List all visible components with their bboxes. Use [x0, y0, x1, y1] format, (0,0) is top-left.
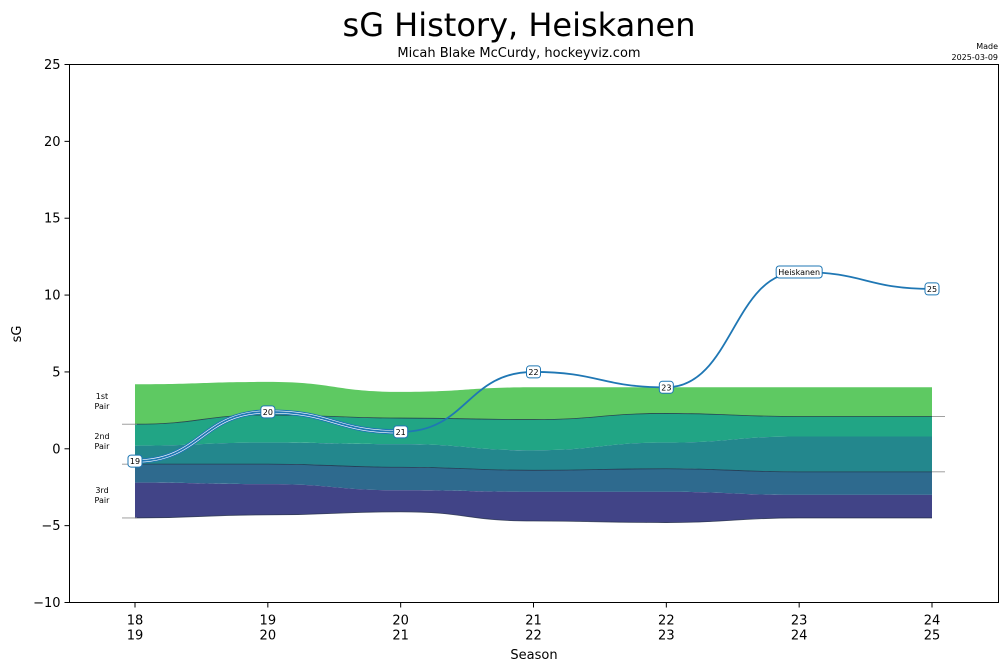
band-pair3	[135, 482, 932, 523]
x-tick-label: 24	[924, 614, 941, 629]
data-point-label: 22	[526, 365, 541, 379]
data-point-label: 20	[260, 405, 276, 419]
chart-subtitle: Micah Blake McCurdy, hockeyviz.com	[397, 46, 640, 61]
x-tick-label: 24	[791, 629, 808, 644]
pair-label: Pair	[95, 402, 111, 411]
data-point-text: 25	[927, 285, 937, 294]
data-point-text: 19	[130, 457, 140, 466]
x-tick-label: 18	[127, 614, 144, 629]
x-tick-label: 21	[392, 629, 409, 644]
x-axis-label: Season	[510, 648, 557, 663]
x-tick-label: 19	[260, 614, 277, 629]
pair-divider-line	[135, 463, 932, 473]
data-point-text: 23	[661, 383, 671, 392]
data-point-marker	[127, 454, 143, 468]
made-label: Made	[976, 42, 998, 51]
data-point-label: 21	[393, 425, 409, 439]
band-pair2-upper	[135, 436, 932, 472]
data-point-marker	[775, 265, 823, 279]
y-tick-label: 15	[44, 212, 61, 227]
data-point-marker	[924, 282, 940, 296]
pair-label: 3rd	[95, 486, 108, 495]
y-tick-label: −10	[33, 596, 60, 611]
x-tick-label: 21	[525, 614, 542, 629]
pair-label: Pair	[95, 442, 111, 451]
x-tick-label: 23	[658, 629, 675, 644]
x-tick-label: 22	[658, 614, 675, 629]
data-point-marker	[658, 380, 674, 394]
pair-label: Pair	[95, 496, 111, 505]
data-point-label: 25	[924, 282, 940, 296]
data-point-text: 22	[528, 368, 538, 377]
x-tick-label: 20	[260, 629, 277, 644]
y-axis: −10 −5 0 5 10 15 20 25	[33, 58, 70, 611]
data-point-text: 20	[263, 408, 273, 417]
y-tick-label: 10	[44, 289, 61, 304]
data-point-label: Heiskanen	[775, 265, 823, 279]
data-point-marker	[526, 365, 541, 379]
data-point-label: 19	[127, 454, 143, 468]
x-tick-label: 19	[127, 629, 144, 644]
chart-title: sG History, Heiskanen	[343, 6, 696, 44]
y-tick-label: 0	[52, 442, 60, 457]
y-tick-label: 5	[52, 365, 60, 380]
y-tick-label: 25	[44, 58, 61, 73]
point-labels: 19 20 21 22 23 Heiskanen 25	[127, 265, 940, 468]
y-tick-label: −5	[41, 519, 60, 534]
data-point-label: 23	[658, 380, 674, 394]
plot-frame	[69, 64, 999, 603]
x-tick-label: 22	[525, 629, 542, 644]
pair-divider-line	[134, 511, 932, 523]
pair-label: 2nd	[94, 432, 109, 441]
band-pair1-upper	[135, 381, 932, 425]
data-point-marker	[260, 405, 276, 419]
pair-label: 1st	[96, 392, 108, 401]
data-point-text: Heiskanen	[778, 268, 820, 277]
made-date: 2025-03-09	[952, 53, 999, 62]
x-tick-label: 23	[791, 614, 808, 629]
pair-bands	[134, 381, 932, 523]
x-tick-label: 25	[924, 629, 941, 644]
y-tick-label: 20	[44, 135, 61, 150]
x-tick-label: 20	[392, 614, 409, 629]
data-point-text: 21	[396, 428, 406, 437]
y-axis-label: sG	[10, 326, 25, 343]
data-point-marker	[393, 425, 409, 439]
